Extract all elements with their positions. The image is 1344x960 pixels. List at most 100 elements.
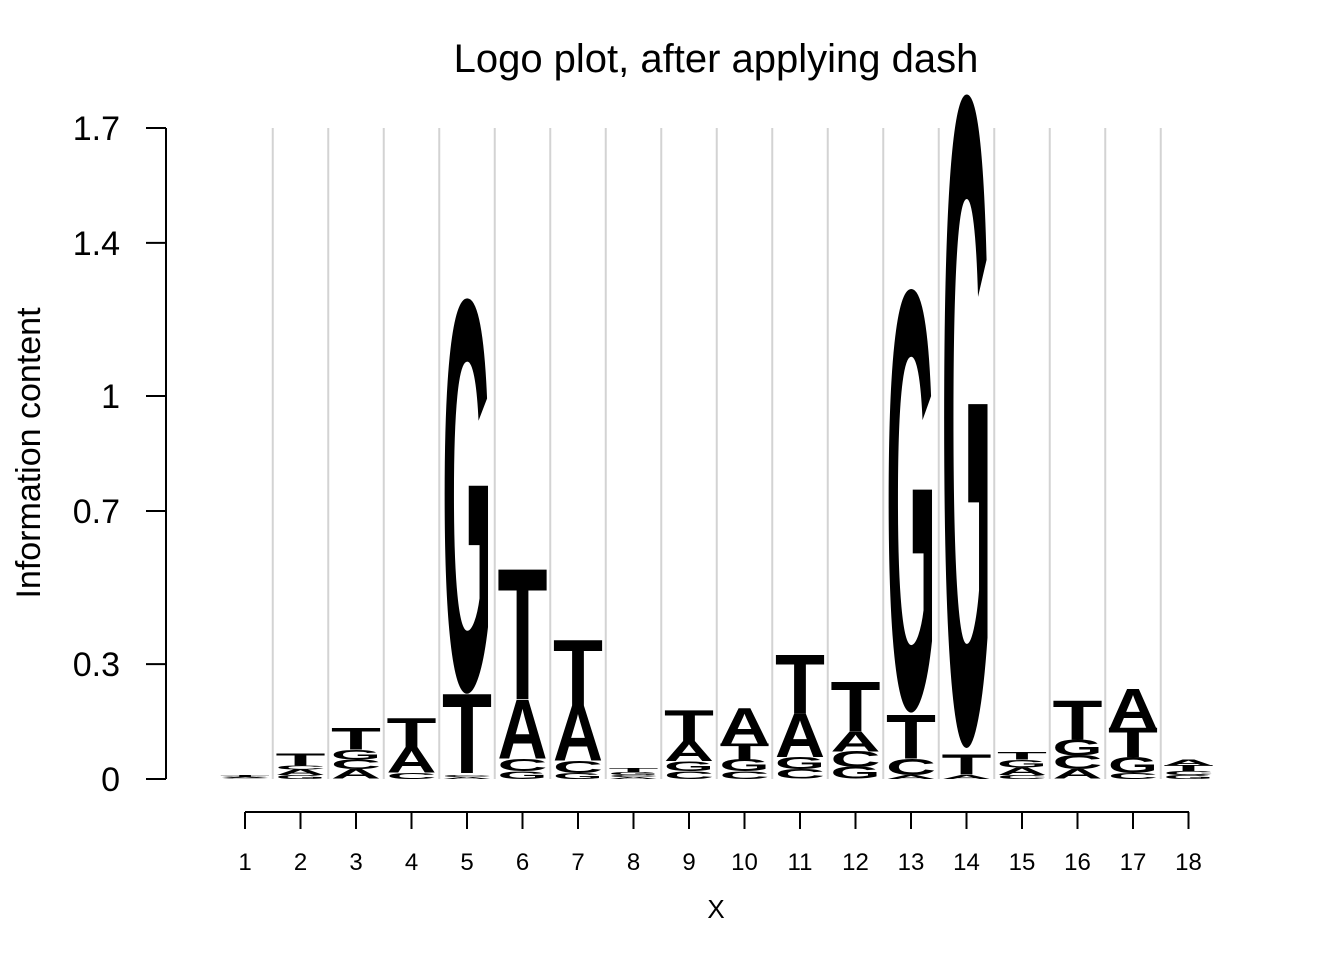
logo-letter-A: A — [387, 739, 437, 780]
logo-letter-C: C — [886, 754, 936, 780]
chart-title: Logo plot, after applying dash — [454, 37, 979, 81]
logo-letter-A: A — [442, 776, 492, 779]
logo-letter-T: T — [498, 529, 548, 739]
logo-letter-C: C — [664, 768, 714, 781]
x-tick-label: 9 — [682, 849, 695, 876]
logo-letter-C: C — [386, 771, 436, 781]
logo-letter-T: T — [664, 701, 714, 752]
logo-letter-C: C — [276, 764, 326, 770]
logo-letter-A: A — [942, 774, 992, 780]
x-tick-label: 18 — [1175, 849, 1202, 876]
x-tick-label: 8 — [627, 849, 640, 876]
y-axis-label: Information content — [10, 307, 48, 599]
logo-letter-G: G — [553, 771, 603, 781]
logo-letter-G: G — [775, 753, 825, 772]
y-tick-label: 1.7 — [73, 110, 120, 148]
x-axis-label: X — [707, 894, 724, 924]
logo-letter-G: G — [220, 776, 270, 777]
y-tick-label: 1 — [101, 378, 120, 416]
logo-letter-G: G — [886, 167, 936, 835]
logo-letter-A: A — [1108, 678, 1158, 741]
logo-letter-G: G — [442, 184, 492, 808]
x-tick-label: 6 — [516, 849, 529, 876]
logo-letter-T: T — [387, 709, 437, 757]
logo-letter-T: T — [220, 775, 270, 777]
logo-letter-C: C — [1108, 771, 1158, 781]
logo-letter-T: T — [886, 703, 936, 773]
x-tick-label: 11 — [788, 849, 813, 876]
y-tick-label: 0 — [101, 761, 120, 799]
logo-letter-T: T — [719, 739, 769, 764]
grid-lines — [271, 128, 1162, 779]
x-tick-label: 13 — [898, 849, 925, 876]
x-tick-label: 7 — [571, 849, 584, 876]
logo-letter-G: G — [1053, 735, 1103, 761]
logo-letter-T: T — [553, 620, 603, 728]
logo-letter-C: C — [498, 755, 548, 774]
logo-letter-C: C — [331, 756, 381, 772]
x-axis: 1 2 3 4 5 6 7 8 9 10 11 12 13 14 15 16 17 18 — [238, 811, 1202, 876]
logo-letter-A: A — [719, 697, 769, 754]
x-tick-label: 12 — [842, 849, 869, 876]
logo-letter-A: A — [498, 682, 548, 777]
logo-letter-A: A — [886, 774, 936, 780]
logo-letter-C: C — [553, 757, 603, 776]
x-tick-label: 10 — [731, 849, 758, 876]
logo-letter-G: G — [720, 755, 770, 774]
x-tick-label: 16 — [1064, 849, 1091, 876]
logo-letter-G: G — [609, 771, 659, 776]
logo-letter-C: C — [442, 775, 492, 778]
x-tick-label: 4 — [405, 849, 418, 876]
logo-letter-G: G — [1164, 774, 1214, 780]
logo-letter-T: T — [331, 722, 381, 757]
logo-stack-14: ATG — [941, 0, 991, 935]
logo-letter-T: T — [442, 671, 492, 799]
y-tick-label: 1.4 — [73, 225, 120, 263]
y-tick-label: 0.3 — [73, 646, 120, 684]
logo-letter-G: G — [276, 774, 326, 780]
logo-letter-A: A — [553, 688, 603, 778]
x-tick-label: 2 — [294, 849, 307, 876]
y-axis: 0 0.3 0.7 1 1.4 1.7 — [73, 110, 167, 799]
logo-letter-A: A — [331, 766, 381, 782]
logo-letter-T: T — [941, 749, 991, 781]
logo-letter-A: A — [609, 776, 659, 779]
y-tick-label: 0.7 — [73, 493, 120, 531]
x-tick-label: 14 — [953, 849, 980, 876]
logo-stack-4: CAT — [386, 709, 436, 781]
logo-letter-A: A — [831, 726, 881, 758]
x-tick-label: 5 — [460, 849, 473, 876]
logo-letter-C: C — [775, 766, 825, 782]
logo-letter-C: C — [609, 775, 659, 778]
logo-letter-T: T — [1053, 688, 1103, 752]
logo-letter-T: T — [1108, 719, 1158, 767]
logo-letter-T: T — [1164, 764, 1214, 774]
logo-letter-C: C — [1052, 751, 1102, 773]
logo-letter-G: G — [997, 757, 1047, 770]
logo-letter-C: C — [997, 774, 1047, 780]
logo-letter-A: A — [997, 765, 1047, 778]
logo-letter-G: G — [498, 768, 548, 781]
logo-letter-A: A — [1053, 766, 1103, 782]
x-tick-label: 1 — [238, 849, 251, 876]
logo-letter-A: A — [220, 777, 270, 779]
logo-letter-A: A — [775, 700, 825, 770]
x-tick-label: 3 — [349, 849, 362, 876]
logo-letter-T: T — [830, 669, 880, 748]
logo-letter-A: A — [664, 736, 714, 768]
x-tick-label: 17 — [1120, 849, 1147, 876]
